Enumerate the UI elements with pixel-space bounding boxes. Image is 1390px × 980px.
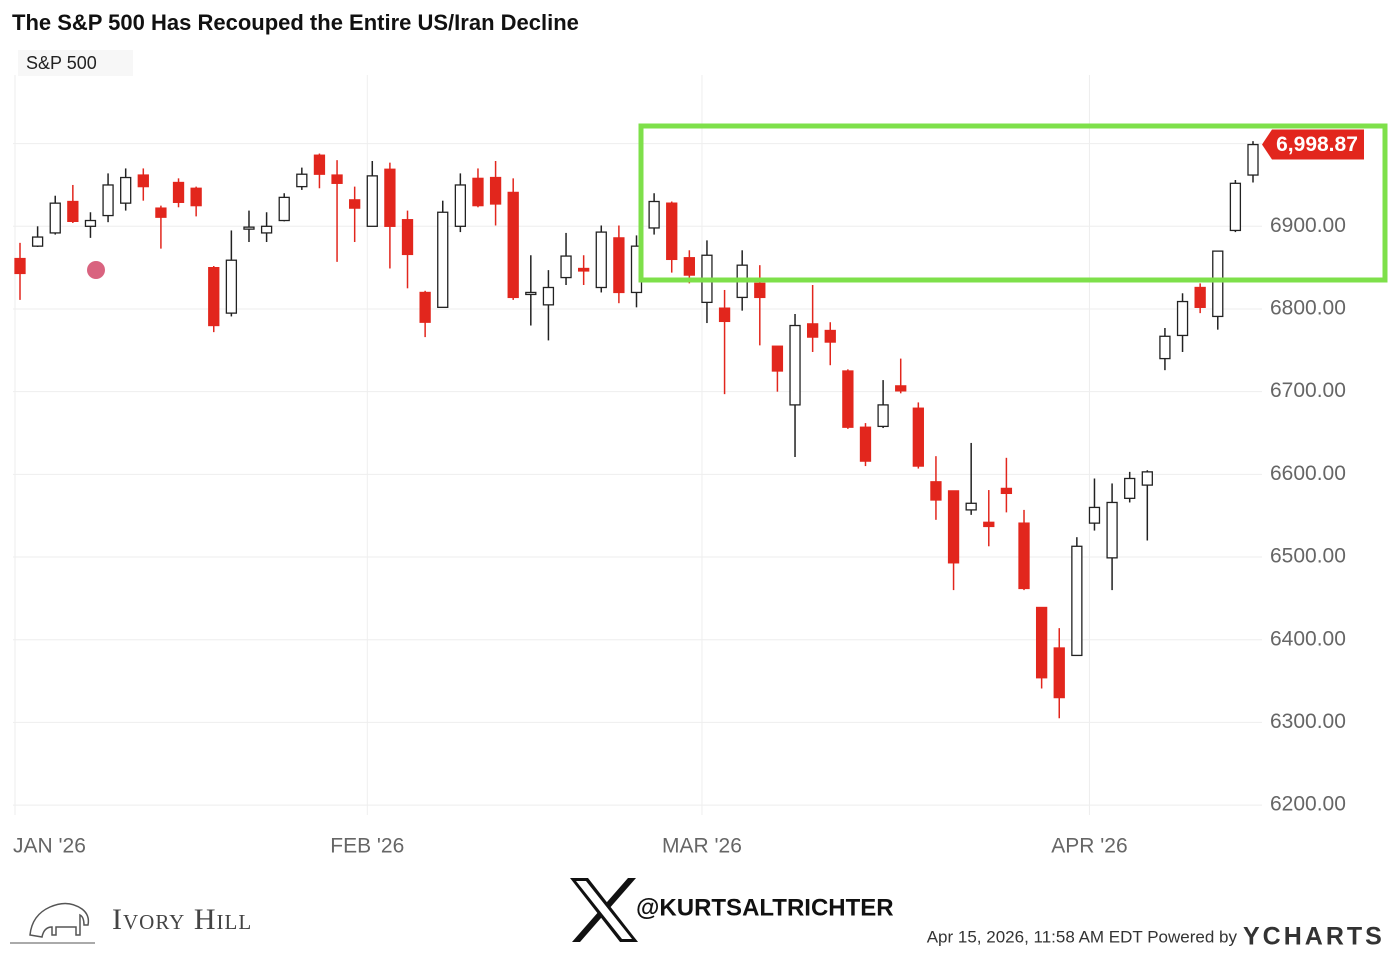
y-tick-label: 6200.00: [1270, 793, 1346, 816]
candle-body: [1247, 143, 1259, 176]
marker-dot: [87, 261, 105, 279]
candle-body: [120, 176, 132, 204]
candle-body: [366, 175, 378, 227]
y-tick-label: 6600.00: [1270, 462, 1346, 485]
y-tick-label: 6300.00: [1270, 710, 1346, 733]
candle-body: [67, 200, 79, 222]
candle-body: [349, 199, 361, 209]
candle-body: [243, 226, 255, 230]
candle-body: [313, 154, 326, 175]
candle-body: [1106, 501, 1118, 559]
candle-body: [965, 502, 977, 511]
candle-body: [1212, 250, 1224, 318]
candle-body: [595, 231, 607, 289]
candle-body: [789, 324, 801, 406]
candle-body: [14, 257, 26, 275]
candle-body: [1088, 506, 1101, 524]
chart-title: The S&P 500 Has Recouped the Entire US/I…: [12, 10, 579, 35]
candle-body: [947, 490, 960, 564]
candle-body: [578, 267, 590, 272]
candle-body: [525, 291, 537, 296]
candle-body: [437, 211, 449, 308]
candle-body: [454, 184, 467, 227]
y-tick-label: 6800.00: [1270, 297, 1346, 320]
candle-body: [507, 191, 519, 299]
candle-body: [49, 202, 61, 234]
candle-body: [296, 173, 308, 188]
candle-body: [824, 329, 836, 343]
candle-body: [1229, 182, 1242, 232]
candle-body: [190, 187, 202, 207]
candle-body: [1053, 647, 1065, 699]
last-price-label: 6,998.87: [1276, 133, 1358, 156]
candle-body: [1071, 545, 1083, 657]
candle-body: [1000, 487, 1013, 495]
candle-body: [137, 174, 149, 188]
candle-body: [771, 345, 784, 372]
candle-body: [401, 219, 414, 256]
candle-body: [806, 323, 819, 338]
candle-body: [613, 237, 625, 294]
candle-body: [877, 404, 889, 428]
candle-body: [560, 255, 572, 279]
candle-body: [1035, 606, 1048, 679]
plot: 6200.00 6300.00 6400.00 6500.00 6600.00 6700.…: [13, 75, 1364, 858]
candle-body: [155, 207, 167, 218]
legend-entry: S&P 500: [26, 53, 97, 73]
candle-body: [1141, 471, 1153, 486]
candle-body: [31, 236, 44, 247]
candle-body: [859, 426, 872, 462]
highlight-box: [638, 123, 1388, 283]
candle-body: [384, 168, 396, 227]
candle-body: [419, 291, 431, 323]
x-tick-label: MAR '26: [662, 835, 742, 858]
candle-body: [666, 202, 678, 261]
brand-logo: [10, 902, 95, 944]
source-logo: YCHARTS: [1243, 923, 1385, 951]
candle-body: [718, 307, 731, 323]
candle-body: [102, 184, 114, 217]
candle-body: [472, 177, 484, 207]
candle-body: [331, 174, 343, 184]
legend-box: [18, 50, 133, 76]
candle-body: [225, 259, 238, 314]
y-tick-label: 6700.00: [1270, 379, 1346, 402]
candle-body: [172, 181, 185, 203]
candle-body: [683, 257, 695, 276]
x-tick-label: APR '26: [1051, 835, 1127, 858]
candle-body: [1194, 286, 1206, 308]
candle-body: [84, 219, 97, 227]
candle-body: [983, 521, 995, 528]
y-tick-label: 6900.00: [1270, 214, 1346, 237]
social-handle: @KURTSALTRICHTER: [636, 894, 894, 921]
candle-body: [1124, 477, 1136, 499]
candle-body: [930, 481, 942, 501]
candle-body: [208, 266, 220, 327]
candle-body: [648, 200, 660, 229]
last-price-tag: [1262, 129, 1364, 160]
candle-body: [754, 282, 766, 299]
x-tick-label: FEB '26: [330, 835, 404, 858]
candle-body: [912, 407, 924, 467]
candle-body: [1176, 300, 1189, 337]
x-logo: [570, 878, 638, 942]
y-tick-label: 6500.00: [1270, 545, 1346, 568]
candle-body: [842, 370, 854, 428]
candle-body: [260, 225, 273, 234]
candle-body: [1018, 522, 1030, 590]
brand-name: Ivory Hill: [112, 903, 252, 936]
candle-body: [489, 176, 502, 205]
candle-body: [895, 385, 907, 392]
candle-body: [278, 196, 290, 222]
candle-body: [542, 286, 555, 306]
candle-body: [1159, 335, 1171, 360]
x-tick-label: JAN '26: [13, 835, 86, 858]
timestamp: Apr 15, 2026, 11:58 AM EDT Powered by: [927, 927, 1238, 946]
y-tick-label: 6400.00: [1270, 627, 1346, 650]
